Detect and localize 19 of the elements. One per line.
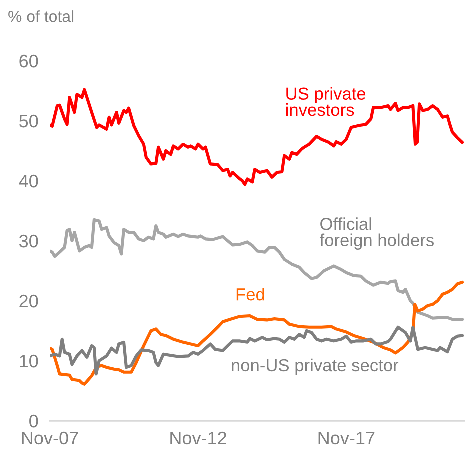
y-tick-label: 10: [20, 354, 38, 368]
y-tick-label: 60: [20, 54, 38, 68]
y-tick-label: 30: [19, 234, 38, 248]
x-tick-label: Nov-07: [22, 432, 78, 445]
y-tick-label: 40: [19, 174, 38, 188]
x-tick-label: Nov-17: [318, 432, 375, 445]
x-tick-label: Nov-12: [170, 432, 226, 445]
line-series: [50, 280, 464, 386]
y-tick-label: 0: [30, 414, 38, 428]
y-axis-title: % of total: [8, 10, 74, 22]
y-tick-label: 50: [20, 114, 38, 128]
line-series: [50, 218, 464, 322]
line-series: [50, 326, 464, 376]
series-label: non-US private sector: [232, 358, 399, 376]
series-label: Fed: [236, 288, 264, 301]
line-series: [50, 88, 464, 186]
y-tick-label: 20: [20, 294, 38, 308]
series-label: Official foreign holders: [320, 218, 434, 250]
series-label: US private investors: [286, 87, 366, 116]
